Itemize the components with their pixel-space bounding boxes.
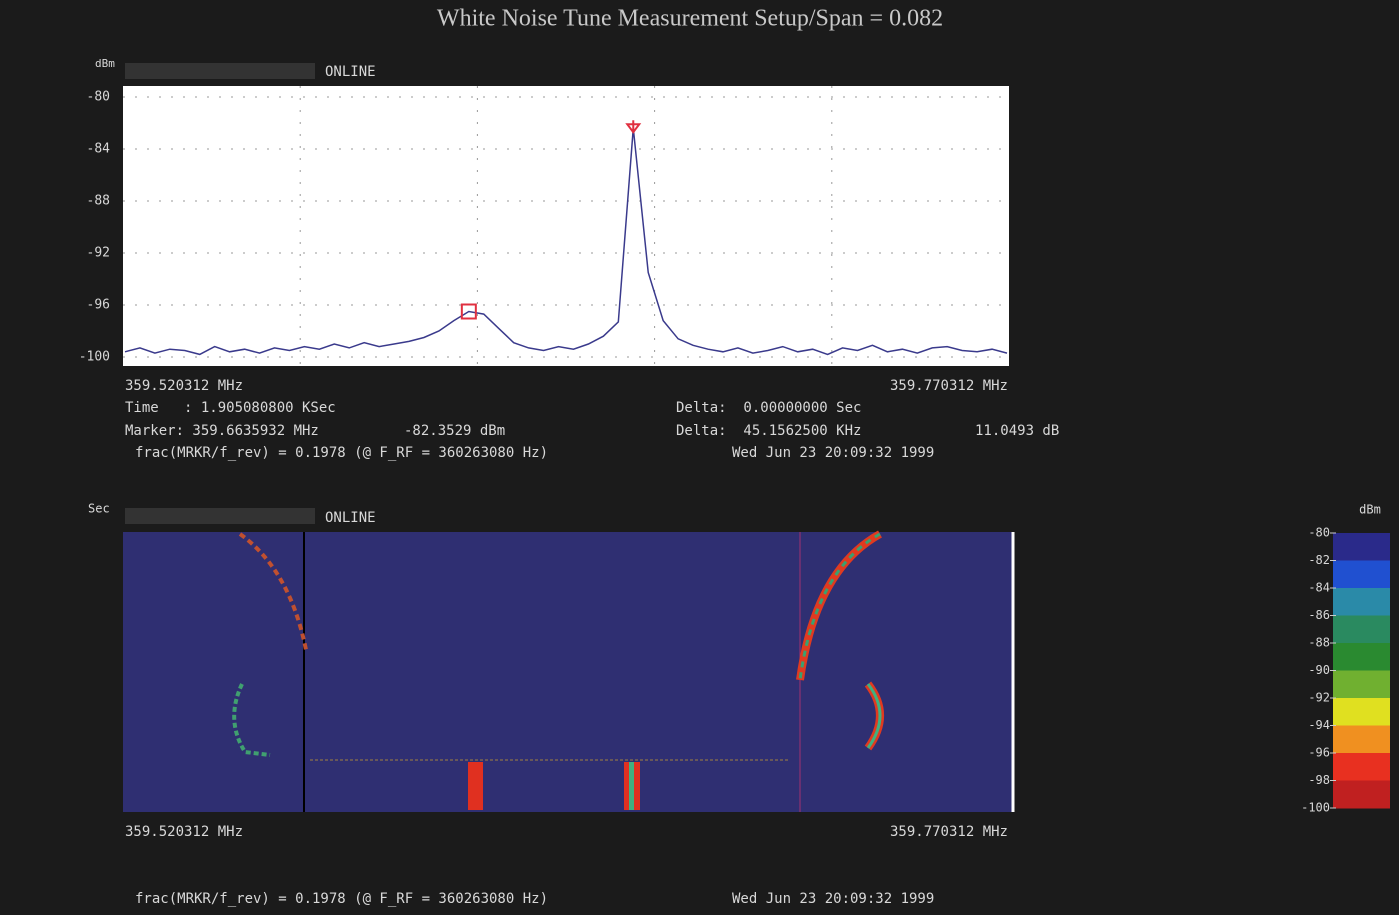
waterfall-x-start: 359.520312 MHz: [125, 824, 243, 840]
color-band: [1333, 698, 1390, 726]
waterfall-status: ONLINE: [325, 510, 376, 526]
delta-freq: Delta: 45.1562500 KHz: [676, 423, 861, 439]
x-start: 359.520312 MHz: [125, 378, 243, 394]
streak: [629, 762, 634, 810]
colorbar-tick-label: -80: [1308, 526, 1330, 540]
spectrum-plot: [123, 86, 1009, 366]
color-band: [1333, 671, 1390, 699]
colorbar-tick-label: -88: [1308, 636, 1330, 650]
marker-level: -82.3529 dBm: [404, 423, 505, 439]
delta-level: 11.0493 dB: [975, 423, 1059, 439]
waterfall: [123, 532, 1013, 812]
colorbar-tick-label: -82: [1308, 553, 1330, 567]
colorbar-tick-label: -100: [1301, 801, 1330, 815]
waterfall-x-end: 359.770312 MHz: [890, 824, 1008, 840]
colorbar-tick-label: -90: [1308, 663, 1330, 677]
color-band: [1333, 643, 1390, 671]
x-end: 359.770312 MHz: [890, 378, 1008, 394]
color-band: [1333, 781, 1390, 809]
y-tick-label: -88: [87, 194, 110, 209]
delta-time: Delta: 0.00000000 Sec: [676, 400, 861, 416]
color-band: [1333, 533, 1390, 561]
y-tick-label: -80: [87, 90, 110, 105]
colorbar-tick-label: -94: [1308, 718, 1330, 732]
streak: [468, 762, 483, 810]
marker: Marker: 359.6635932 MHz: [125, 423, 319, 439]
frac: frac(MRKR/f_rev) = 0.1978 (@ F_RF = 3602…: [135, 445, 548, 461]
status: ONLINE: [325, 64, 376, 80]
y-tick-label: -100: [79, 350, 110, 365]
waterfall-unit: Sec: [88, 502, 110, 516]
title: White Noise Tune Measurement Setup/Span …: [437, 6, 943, 32]
status-bar: [125, 63, 315, 79]
date: Wed Jun 23 20:09:32 1999: [732, 445, 934, 461]
screen: White Noise Tune Measurement Setup/Span …: [0, 0, 1399, 915]
y-unit: dBm: [95, 57, 115, 70]
status-bar: [125, 508, 315, 524]
colorbar-tick-label: -86: [1308, 608, 1330, 622]
waterfall-frac: frac(MRKR/f_rev) = 0.1978 (@ F_RF = 3602…: [135, 891, 548, 907]
colorbar-tick-label: -92: [1308, 691, 1330, 705]
color-band: [1333, 561, 1390, 589]
time: Time : 1.905080800 KSec: [125, 400, 336, 416]
waterfall-date: Wed Jun 23 20:09:32 1999: [732, 891, 934, 907]
colorbar-tick-label: -84: [1308, 581, 1330, 595]
color-band: [1333, 588, 1390, 616]
color-band: [1333, 726, 1390, 754]
color-band: [1333, 753, 1390, 781]
colorbar-tick-label: -98: [1308, 773, 1330, 787]
colorbar-unit: dBm: [1359, 503, 1381, 517]
color-band: [1333, 616, 1390, 644]
waterfall-plot: [123, 532, 1013, 812]
y-tick-label: -96: [87, 298, 110, 313]
y-tick-label: -84: [87, 142, 111, 157]
y-tick-label: -92: [87, 246, 110, 261]
colorbar-tick-label: -96: [1308, 746, 1330, 760]
